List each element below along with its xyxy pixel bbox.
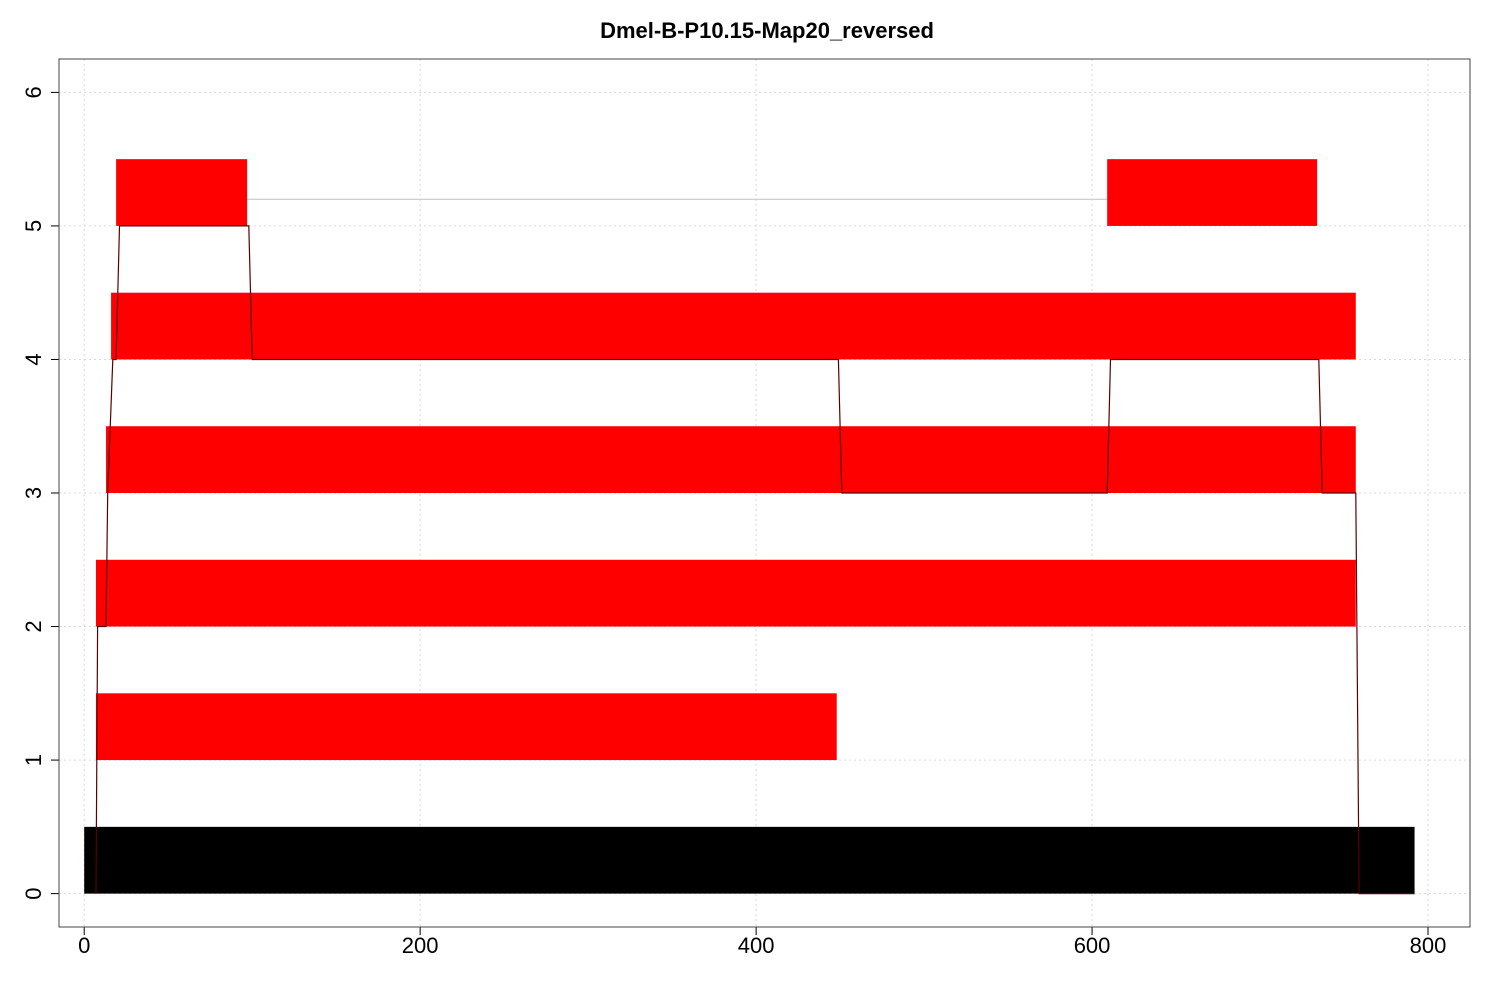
x-tick-label: 400 [738, 933, 775, 958]
y-tick-label: 6 [21, 86, 46, 98]
y-tick-label: 0 [21, 887, 46, 899]
plot-frame [58, 58, 1471, 928]
segment-bar [116, 159, 248, 226]
segment-bar [111, 292, 1356, 360]
y-tick-label: 4 [21, 353, 46, 365]
segment-bar [95, 559, 1356, 627]
plot-data [84, 159, 1415, 895]
segment-bar [106, 426, 1356, 493]
x-tick-label: 600 [1074, 933, 1111, 958]
chart-title: Dmel-B-P10.15-Map20_reversed [600, 18, 934, 43]
y-tick-label: 3 [21, 487, 46, 499]
x-tick-label: 200 [402, 933, 439, 958]
reference-bar [84, 826, 1415, 894]
segment-bar [95, 693, 837, 761]
segment-bar [1107, 159, 1318, 226]
x-tick-label: 0 [78, 933, 90, 958]
y-tick-label: 5 [21, 220, 46, 232]
alignment-path [95, 225, 1415, 895]
x-tick-label: 800 [1410, 933, 1447, 958]
y-tick-label: 1 [21, 754, 46, 766]
y-tick-label: 2 [21, 620, 46, 632]
